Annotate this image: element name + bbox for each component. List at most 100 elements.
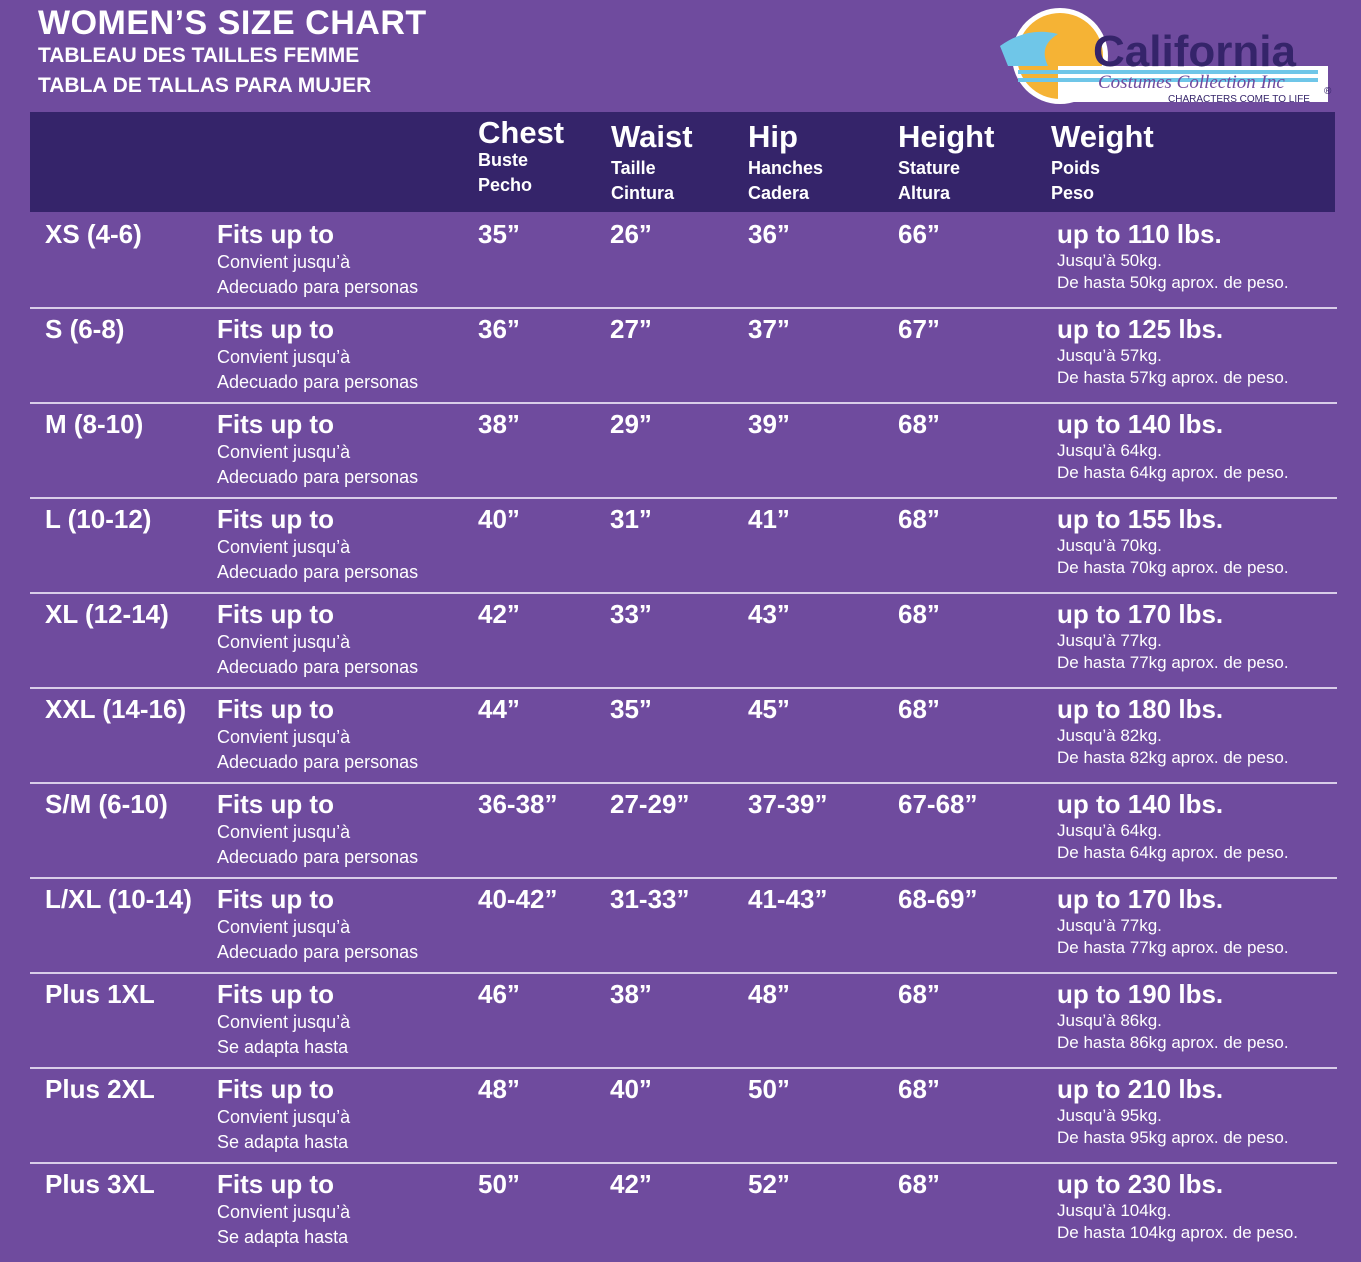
fits-es: Adecuado para personas	[217, 942, 419, 962]
chest-value: 44”	[478, 694, 520, 724]
weight-en: up to 170 lbs.	[1057, 884, 1224, 914]
weight-es: De hasta 77kg aprox. de peso.	[1057, 938, 1289, 957]
weight-es: De hasta 64kg aprox. de peso.	[1057, 463, 1289, 482]
svg-text:Costumes Collection Inc: Costumes Collection Inc	[1098, 72, 1285, 93]
table-row: Plus 1XL Fits up to Convient jusqu’à Se …	[30, 972, 1337, 1069]
chest-value: 46”	[478, 979, 520, 1009]
weight-fr: Jusqu’à 86kg.	[1057, 1011, 1162, 1030]
california-costumes-logo: California Costumes Collection Inc CHARA…	[998, 6, 1338, 106]
column-label-en: Chest	[478, 115, 565, 150]
weight-es: De hasta 64kg aprox. de peso.	[1057, 843, 1289, 862]
column-label-es: Cadera	[748, 183, 810, 203]
table-row: Plus 3XL Fits up to Convient jusqu’à Se …	[30, 1162, 1337, 1257]
weight-cell: up to 110 lbs. Jusqu’à 50kg. De hasta 50…	[1057, 218, 1289, 294]
column-label-en: Waist	[611, 119, 693, 154]
chest-value: 40”	[478, 504, 520, 534]
size-label: Plus 3XL	[45, 1169, 155, 1199]
hip-value: 39”	[748, 409, 790, 439]
height-value: 68-69”	[898, 884, 978, 914]
height-value: 68”	[898, 694, 940, 724]
hip-value: 41-43”	[748, 884, 828, 914]
hip-value: 50”	[748, 1074, 790, 1104]
column-label-fr: Poids	[1051, 158, 1101, 178]
fits-cell: Fits up to Convient jusqu’à Se adapta ha…	[217, 1168, 350, 1250]
size-label: Plus 2XL	[45, 1074, 155, 1104]
weight-en: up to 190 lbs.	[1057, 979, 1224, 1009]
column-label-fr: Hanches	[748, 158, 824, 178]
hip-value: 48”	[748, 979, 790, 1009]
column-label-es: Cintura	[611, 183, 674, 203]
fits-en: Fits up to	[217, 314, 334, 344]
waist-value: 27”	[610, 314, 652, 344]
weight-en: up to 155 lbs.	[1057, 504, 1224, 534]
table-row: XS (4-6) Fits up to Convient jusqu’à Ade…	[30, 212, 1337, 309]
size-label: S/M (6-10)	[45, 789, 168, 819]
fits-cell: Fits up to Convient jusqu’à Adecuado par…	[217, 883, 418, 965]
fits-en: Fits up to	[217, 1169, 334, 1199]
height-value: 68”	[898, 504, 940, 534]
fits-es: Se adapta hasta	[217, 1037, 349, 1057]
weight-es: De hasta 95kg aprox. de peso.	[1057, 1128, 1289, 1147]
fits-es: Adecuado para personas	[217, 562, 419, 582]
subtitle-french: TABLEAU DES TAILLES FEMME	[38, 44, 360, 67]
fits-es: Se adapta hasta	[217, 1132, 349, 1152]
chest-value: 38”	[478, 409, 520, 439]
size-label: Plus 1XL	[45, 979, 155, 1009]
weight-cell: up to 170 lbs. Jusqu’à 77kg. De hasta 77…	[1057, 598, 1289, 674]
column-label-es: Altura	[898, 183, 951, 203]
weight-es: De hasta 70kg aprox. de peso.	[1057, 558, 1289, 577]
waist-value: 40”	[610, 1074, 652, 1104]
height-value: 68”	[898, 979, 940, 1009]
weight-en: up to 180 lbs.	[1057, 694, 1224, 724]
table-row: M (8-10) Fits up to Convient jusqu’à Ade…	[30, 402, 1337, 499]
fits-es: Adecuado para personas	[217, 752, 419, 772]
table-row: S (6-8) Fits up to Convient jusqu’à Adec…	[30, 307, 1337, 404]
weight-fr: Jusqu’à 77kg.	[1057, 916, 1162, 935]
table-row: Plus 2XL Fits up to Convient jusqu’à Se …	[30, 1067, 1337, 1164]
fits-fr: Convient jusqu’à	[217, 347, 351, 367]
weight-en: up to 125 lbs.	[1057, 314, 1224, 344]
waist-value: 29”	[610, 409, 652, 439]
fits-cell: Fits up to Convient jusqu’à Adecuado par…	[217, 693, 418, 775]
weight-cell: up to 230 lbs. Jusqu’à 104kg. De hasta 1…	[1057, 1168, 1298, 1244]
weight-en: up to 140 lbs.	[1057, 409, 1224, 439]
fits-es: Adecuado para personas	[217, 467, 419, 487]
chest-value: 35”	[478, 219, 520, 249]
height-value: 68”	[898, 1169, 940, 1199]
weight-cell: up to 155 lbs. Jusqu’à 70kg. De hasta 70…	[1057, 503, 1289, 579]
fits-fr: Convient jusqu’à	[217, 442, 351, 462]
weight-en: up to 210 lbs.	[1057, 1074, 1224, 1104]
size-label: XXL (14-16)	[45, 694, 187, 724]
waist-value: 35”	[610, 694, 652, 724]
weight-en: up to 110 lbs.	[1057, 219, 1222, 249]
fits-en: Fits up to	[217, 219, 334, 249]
fits-en: Fits up to	[217, 694, 334, 724]
chest-value: 36”	[478, 314, 520, 344]
fits-en: Fits up to	[217, 884, 334, 914]
fits-cell: Fits up to Convient jusqu’à Adecuado par…	[217, 218, 418, 300]
size-label: L/XL (10-14)	[45, 884, 192, 914]
weight-es: De hasta 50kg aprox. de peso.	[1057, 273, 1289, 292]
table-row: L/XL (10-14) Fits up to Convient jusqu’à…	[30, 877, 1337, 974]
weight-cell: up to 180 lbs. Jusqu’à 82kg. De hasta 82…	[1057, 693, 1289, 769]
fits-en: Fits up to	[217, 599, 334, 629]
fits-cell: Fits up to Convient jusqu’à Se adapta ha…	[217, 1073, 350, 1155]
logo-text: California	[1093, 27, 1296, 76]
weight-cell: up to 190 lbs. Jusqu’à 86kg. De hasta 86…	[1057, 978, 1289, 1054]
hip-value: 45”	[748, 694, 790, 724]
weight-cell: up to 140 lbs. Jusqu’à 64kg. De hasta 64…	[1057, 408, 1289, 484]
fits-en: Fits up to	[217, 979, 334, 1009]
waist-value: 31”	[610, 504, 652, 534]
fits-fr: Convient jusqu’à	[217, 632, 351, 652]
fits-cell: Fits up to Convient jusqu’à Adecuado par…	[217, 503, 418, 585]
weight-cell: up to 140 lbs. Jusqu’à 64kg. De hasta 64…	[1057, 788, 1289, 864]
fits-cell: Fits up to Convient jusqu’à Se adapta ha…	[217, 978, 350, 1060]
height-value: 68”	[898, 599, 940, 629]
hip-value: 41”	[748, 504, 790, 534]
svg-text:®: ®	[1324, 86, 1332, 97]
weight-es: De hasta 86kg aprox. de peso.	[1057, 1033, 1289, 1052]
fits-fr: Convient jusqu’à	[217, 1012, 351, 1032]
waist-value: 31-33”	[610, 884, 690, 914]
hip-value: 43”	[748, 599, 790, 629]
column-label-fr: Stature	[898, 158, 961, 178]
